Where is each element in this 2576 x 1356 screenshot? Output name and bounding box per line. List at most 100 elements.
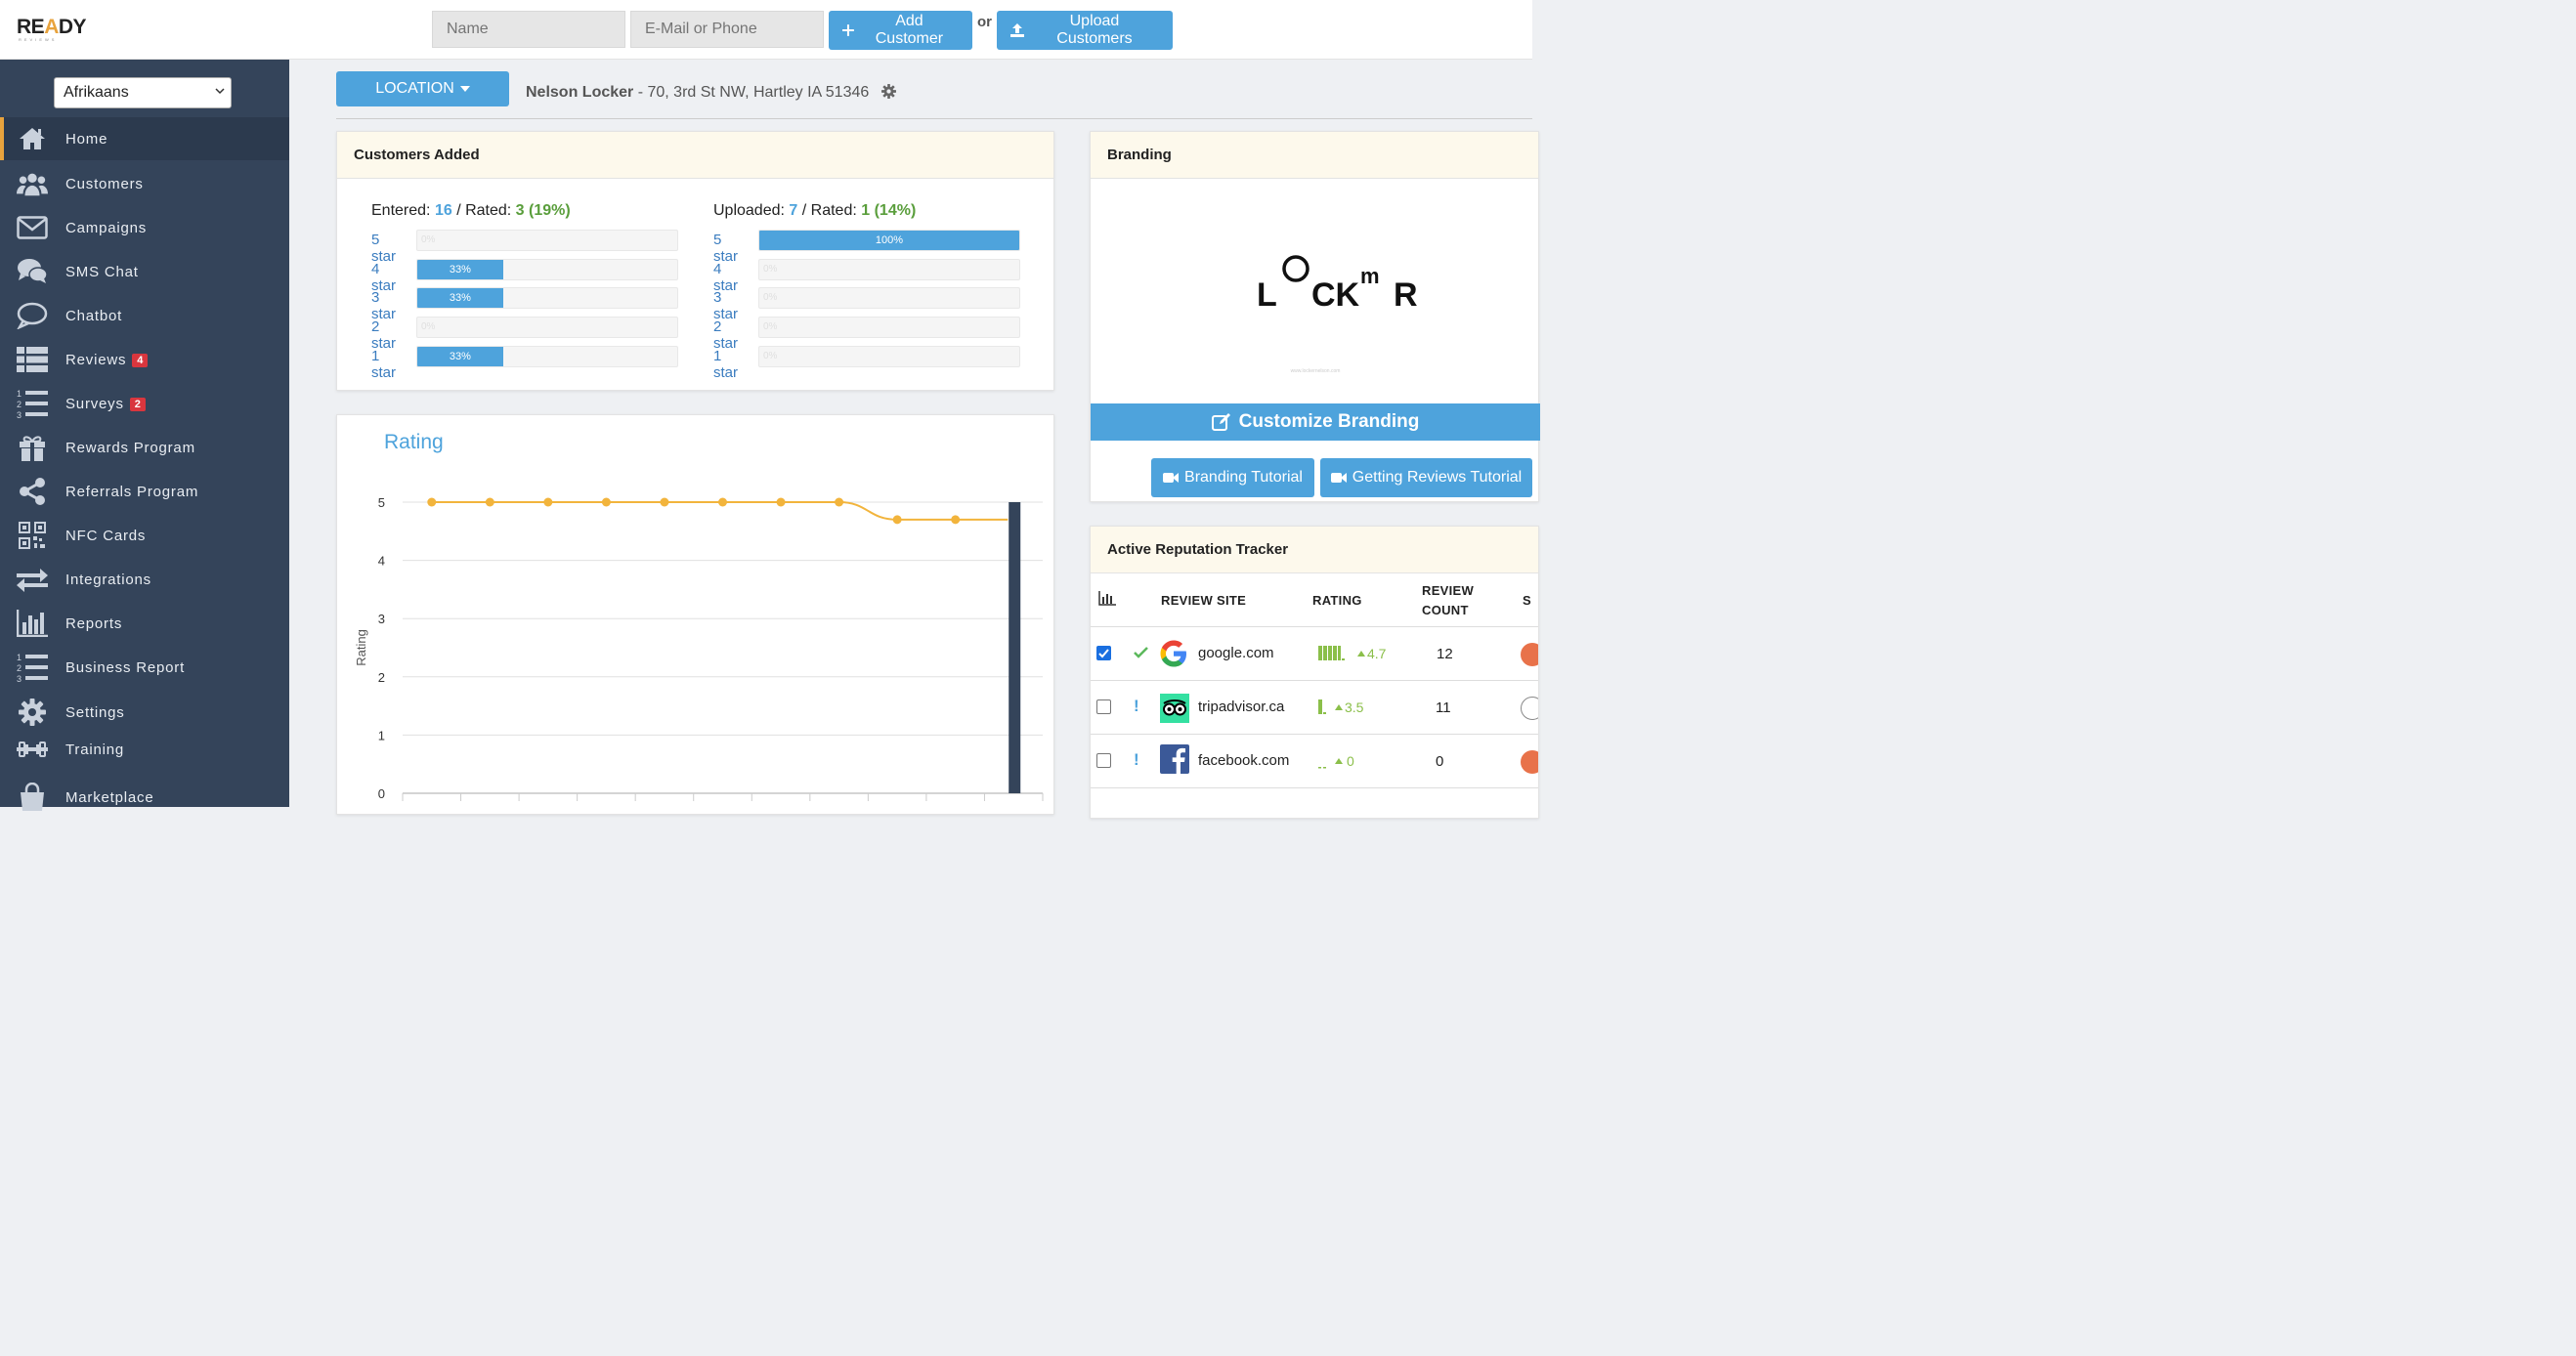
sidebar-item-reviews[interactable]: Reviews 4 bbox=[0, 338, 289, 381]
status-toggle[interactable] bbox=[1521, 697, 1538, 720]
language-select[interactable]: Afrikaans bbox=[54, 77, 232, 108]
star-label[interactable]: 1 star bbox=[713, 347, 739, 381]
sidebar-item-label: Training bbox=[65, 741, 125, 758]
branding-tutorial-button[interactable]: Branding Tutorial bbox=[1151, 458, 1314, 497]
chevron-down-icon bbox=[215, 88, 225, 95]
sidebar-item-label: Surveys 2 bbox=[65, 396, 146, 412]
review-site-header[interactable]: REVIEW SITE bbox=[1161, 593, 1247, 608]
rating-data-point[interactable] bbox=[892, 515, 902, 525]
name-input[interactable] bbox=[432, 11, 625, 48]
progress-bar-text: 0% bbox=[421, 234, 436, 245]
gear-icon[interactable] bbox=[880, 84, 896, 99]
star-label[interactable]: 2 star bbox=[371, 318, 397, 353]
upload-customers-button[interactable]: Upload Customers bbox=[997, 11, 1173, 50]
locker-logo: L CK m R www.lockernelson.com bbox=[1257, 255, 1418, 374]
location-button-label: LOCATION bbox=[375, 80, 454, 97]
rating-value: 3.5 bbox=[1345, 699, 1364, 715]
contact-input[interactable] bbox=[630, 11, 824, 48]
star-label[interactable]: 5 star bbox=[371, 232, 397, 265]
google-logo-icon bbox=[1160, 640, 1186, 667]
sidebar-item-referrals-program[interactable]: Referrals Program bbox=[0, 470, 289, 513]
status-toggle[interactable] bbox=[1521, 750, 1538, 774]
review-count-bar[interactable] bbox=[1009, 502, 1021, 793]
svg-text:L: L bbox=[1257, 276, 1277, 314]
add-customer-button[interactable]: Add Customer bbox=[829, 11, 972, 50]
review-site-name[interactable]: facebook.com bbox=[1198, 752, 1290, 769]
sidebar-item-training[interactable]: Training bbox=[0, 728, 289, 771]
business-address: - 70, 3rd St NW, Hartley IA 51346 bbox=[633, 84, 870, 101]
rating-data-point[interactable] bbox=[660, 497, 669, 507]
tracker-row-checkbox[interactable] bbox=[1096, 646, 1111, 660]
ready-reviews-logo[interactable]: READY REVIEWS bbox=[17, 17, 87, 42]
sidebar-item-customers[interactable]: Customers bbox=[0, 162, 289, 205]
star-label[interactable]: 5 star bbox=[713, 232, 739, 265]
sidebar-item-marketplace[interactable]: Marketplace bbox=[0, 776, 289, 819]
review-site-name[interactable]: tripadvisor.ca bbox=[1198, 699, 1285, 715]
reputation-tracker-title: Active Reputation Tracker bbox=[1091, 527, 1538, 573]
trend-up-icon bbox=[1357, 651, 1365, 657]
or-label: or bbox=[977, 14, 992, 30]
review-count-header-line2[interactable]: COUNT bbox=[1422, 603, 1469, 617]
tracker-row-facebook: ! facebook.com 0 0 bbox=[1091, 735, 1538, 788]
tracker-row-checkbox[interactable] bbox=[1096, 753, 1111, 768]
tracker-header-row: REVIEW SITE RATING REVIEW COUNT S bbox=[1091, 573, 1538, 627]
plus-icon bbox=[842, 24, 854, 36]
y-tick-label: 5 bbox=[378, 495, 385, 510]
list-icon bbox=[17, 345, 48, 374]
sidebar-item-integrations[interactable]: Integrations bbox=[0, 558, 289, 601]
rating-data-point[interactable] bbox=[601, 497, 611, 507]
rating-data-point[interactable] bbox=[718, 497, 727, 507]
share-icon bbox=[17, 477, 48, 506]
sidebar-item-reports[interactable]: Reports bbox=[0, 602, 289, 645]
rating-data-point[interactable] bbox=[776, 497, 786, 507]
star-label[interactable]: 4 star bbox=[371, 260, 397, 294]
sidebar-item-label: Home bbox=[65, 130, 108, 148]
rating-data-point[interactable] bbox=[543, 497, 553, 507]
customize-branding-label: Customize Branding bbox=[1238, 411, 1420, 432]
rating-data-point[interactable] bbox=[485, 497, 494, 507]
star-label[interactable]: 2 star bbox=[713, 318, 739, 353]
uploaded-count: 7 bbox=[789, 202, 798, 219]
rating-data-point[interactable] bbox=[427, 497, 437, 507]
sidebar-item-campaigns[interactable]: Campaigns bbox=[0, 206, 289, 249]
rating-line-chart: Rating 0 1 2 3 4 5 bbox=[354, 495, 1044, 801]
svg-text:3: 3 bbox=[17, 410, 21, 419]
trend-up-icon bbox=[1335, 758, 1343, 764]
star-label[interactable]: 4 star bbox=[713, 260, 739, 294]
sidebar-item-settings[interactable]: Settings bbox=[0, 691, 289, 734]
star-label[interactable]: 3 star bbox=[713, 289, 739, 323]
sidebar-item-sms-chat[interactable]: SMS Chat bbox=[0, 250, 289, 293]
sidebar-item-home[interactable]: Home bbox=[0, 117, 289, 160]
bar-chart-icon[interactable] bbox=[1098, 591, 1116, 606]
tracker-row-checkbox[interactable] bbox=[1096, 699, 1111, 714]
star-label[interactable]: 1 star bbox=[371, 347, 397, 381]
envelope-icon bbox=[17, 213, 48, 242]
svg-text:2: 2 bbox=[17, 400, 21, 409]
warning-icon: ! bbox=[1134, 750, 1139, 769]
sidebar-item-rewards-program[interactable]: Rewards Program bbox=[0, 426, 289, 469]
star-label[interactable]: 3 star bbox=[371, 289, 397, 323]
customize-branding-button[interactable]: Customize Branding bbox=[1091, 403, 1540, 441]
rating-header[interactable]: RATING bbox=[1312, 593, 1362, 608]
svg-text:R: R bbox=[1394, 276, 1418, 314]
sidebar-item-nfc-cards[interactable]: NFC Cards bbox=[0, 514, 289, 557]
rating-data-point[interactable] bbox=[951, 515, 961, 525]
rating-data-point[interactable] bbox=[835, 497, 844, 507]
sidebar-item-label: Reports bbox=[65, 614, 123, 632]
video-camera-icon bbox=[1330, 473, 1347, 483]
upload-icon bbox=[1010, 23, 1024, 37]
sidebar-item-chatbot[interactable]: Chatbot bbox=[0, 294, 289, 337]
status-toggle[interactable] bbox=[1521, 643, 1538, 666]
review-site-name[interactable]: google.com bbox=[1198, 645, 1274, 661]
entered-rated-value: 3 (19%) bbox=[515, 202, 571, 219]
rating-value: 0 bbox=[1347, 753, 1354, 769]
svg-text:3: 3 bbox=[17, 674, 21, 683]
users-icon bbox=[17, 169, 48, 198]
getting-reviews-tutorial-button[interactable]: Getting Reviews Tutorial bbox=[1320, 458, 1532, 497]
location-dropdown-button[interactable]: LOCATION bbox=[336, 71, 509, 106]
reputation-tracker-panel: Active Reputation Tracker REVIEW SITE RA… bbox=[1090, 526, 1539, 819]
review-count-header-line1[interactable]: REVIEW bbox=[1422, 583, 1475, 598]
